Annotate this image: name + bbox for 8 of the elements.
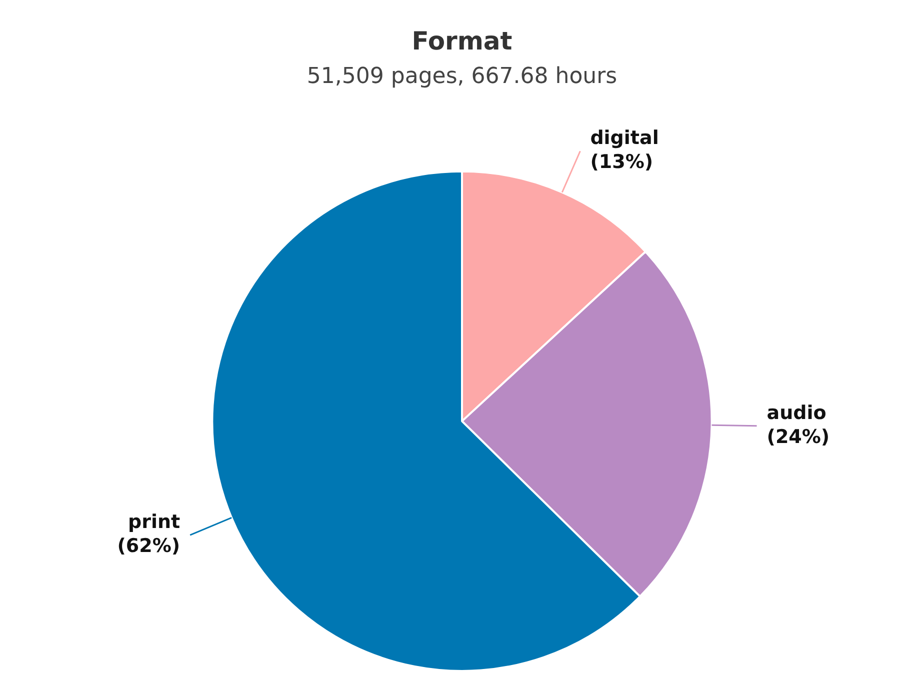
data-label: (24%): [766, 426, 830, 448]
chart-title: Format: [412, 26, 512, 56]
chart-subtitle: 51,509 pages, 667.68 hours: [306, 64, 618, 89]
data-label: (13%): [590, 151, 654, 174]
slice-label: print: [128, 511, 180, 534]
data-label: (62%): [117, 535, 180, 558]
slice-label: digital: [590, 127, 659, 150]
slice-label: audio: [766, 402, 826, 424]
